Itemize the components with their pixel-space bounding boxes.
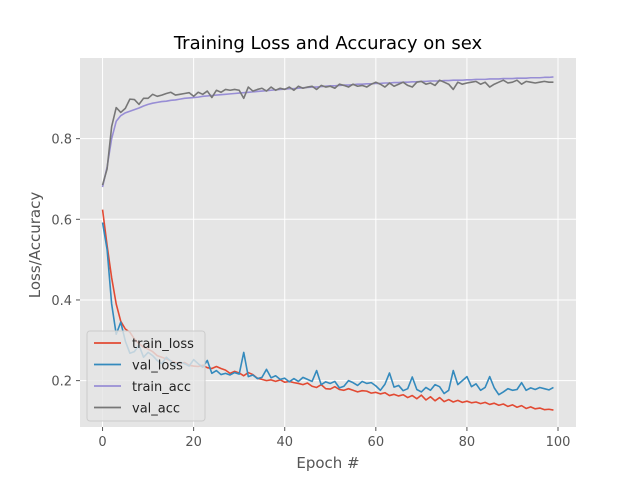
x-tick-label: 60: [368, 435, 385, 450]
x-tick-label: 0: [98, 435, 106, 450]
y-tick-label: 0.8: [51, 133, 72, 148]
x-axis-ticks: 0 20 40 60 80 100: [98, 427, 570, 450]
legend-label: val_loss: [132, 359, 183, 374]
y-tick-label: 0.6: [51, 213, 72, 228]
legend-box: [86, 330, 206, 422]
legend-label: val_acc: [132, 402, 180, 417]
y-tick-label: 0.4: [51, 294, 72, 309]
x-tick-label: 40: [276, 435, 293, 450]
x-tick-label: 80: [459, 435, 476, 450]
x-axis-label: Epoch #: [296, 454, 359, 472]
y-axis-label: Loss/Accuracy: [26, 192, 44, 299]
x-tick-label: 100: [546, 435, 571, 450]
legend-label: train_loss: [132, 337, 194, 352]
chart-title: Training Loss and Accuracy on sex: [173, 33, 483, 54]
series-line-val-acc: [101, 79, 554, 186]
legend: train_loss val_loss train_acc val_acc: [86, 330, 206, 422]
y-tick-label: 0.2: [51, 375, 72, 390]
x-tick-label: 20: [185, 435, 202, 450]
grid-lines: [80, 58, 576, 427]
y-axis-ticks: 0.2 0.4 0.6 0.8: [51, 133, 80, 390]
legend-label: train_acc: [132, 380, 191, 395]
